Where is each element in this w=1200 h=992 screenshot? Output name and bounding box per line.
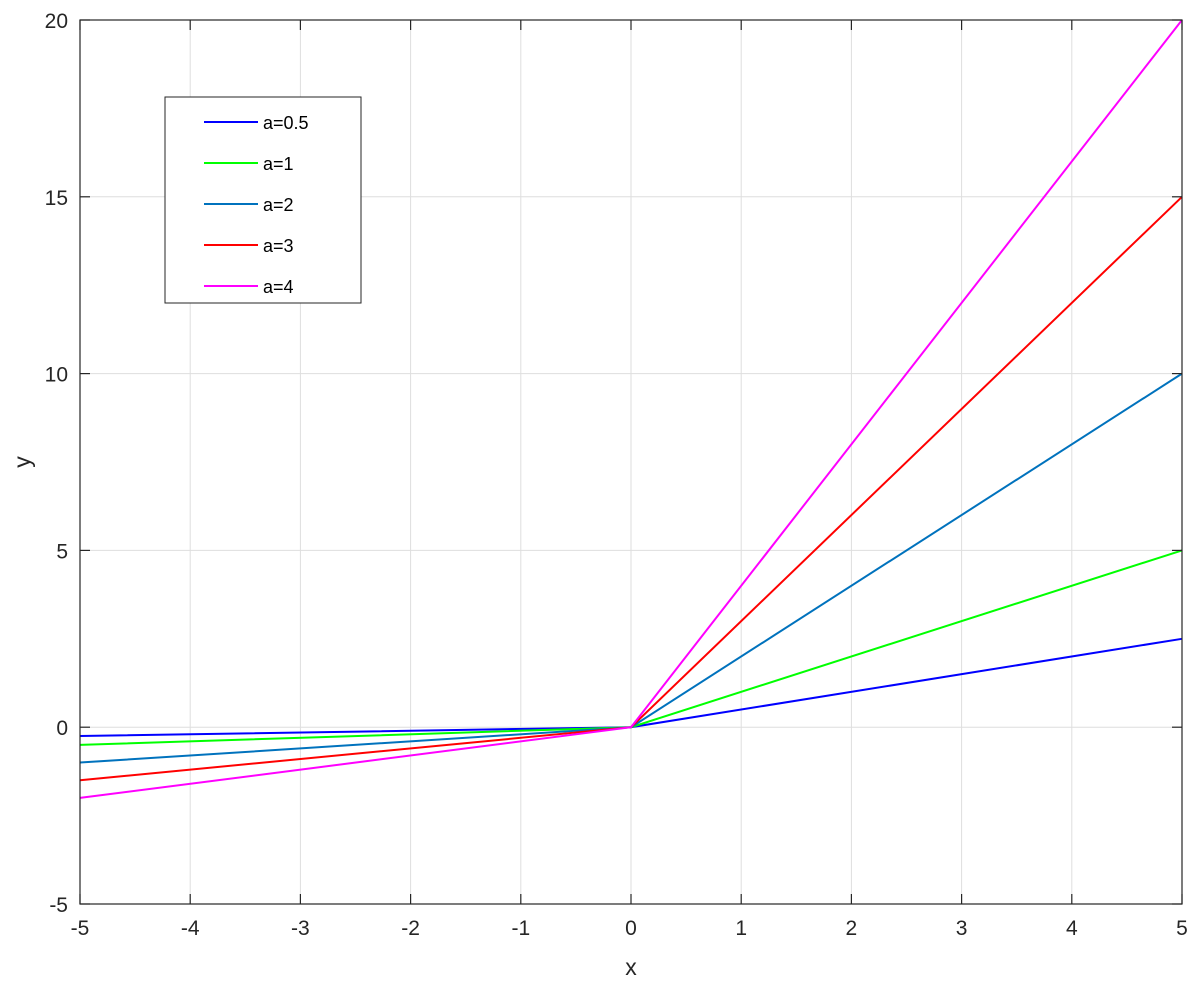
x-tick-label: 1 — [735, 917, 747, 940]
x-tick-label: 0 — [625, 917, 637, 940]
x-tick-label: -1 — [511, 917, 530, 940]
y-tick-label: -5 — [49, 894, 68, 917]
series-line-a=4 — [79, 19, 1183, 799]
x-tick-label: -5 — [71, 917, 90, 940]
x-tick-label: 4 — [1066, 917, 1078, 940]
y-tick-label: 0 — [56, 717, 68, 740]
legend-entry-label: a=3 — [263, 236, 294, 256]
tick-marks — [79, 19, 1183, 905]
x-tick-label: 3 — [956, 917, 968, 940]
series-layer — [79, 19, 1183, 799]
x-tick-label: -4 — [181, 917, 200, 940]
legend-box — [164, 96, 362, 304]
legend-entry-label: a=2 — [263, 195, 294, 215]
legend-entry-label: a=4 — [263, 277, 294, 297]
x-tick-labels: -5 -4 -3 -2 -1 0 1 2 3 4 5 — [71, 917, 1188, 940]
x-axis-label: x — [625, 954, 637, 980]
y-axis-label: y — [9, 456, 35, 468]
y-tick-label: 10 — [45, 364, 68, 387]
y-tick-labels: -5 0 5 10 15 20 — [45, 10, 68, 917]
x-tick-label: 2 — [846, 917, 858, 940]
y-tick-label: 5 — [56, 540, 68, 563]
legend-entry-label: a=1 — [263, 154, 294, 174]
x-tick-label: -2 — [401, 917, 420, 940]
x-tick-label: 5 — [1176, 917, 1188, 940]
y-tick-label: 15 — [45, 187, 68, 210]
legend: a=0.5 a=1 a=2 a=3 a=4 — [164, 96, 362, 304]
x-tick-label: -3 — [291, 917, 310, 940]
legend-entry-label: a=0.5 — [263, 113, 309, 133]
y-tick-label: 20 — [45, 10, 68, 33]
